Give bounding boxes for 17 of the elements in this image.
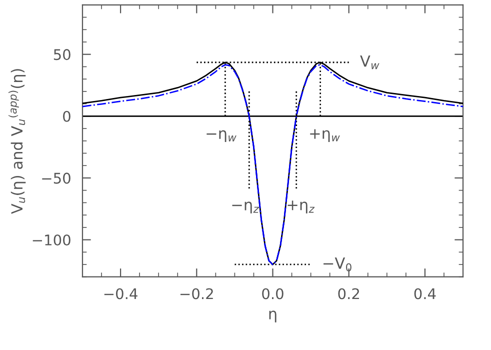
annotation: −V$_{0}$ <box>324 258 352 272</box>
y-axis-title: V$_{u}$(η) and V$_{u}$$^{(app)}$(η) <box>8 69 26 214</box>
annotation: +η$_{z}$ <box>288 200 315 214</box>
x-tick-label: −0.2 <box>180 288 213 300</box>
y-tick-label: −50 <box>42 172 70 184</box>
x-axis-title: η <box>269 310 276 322</box>
x-tick-label: 0.0 <box>262 288 284 300</box>
x-tick-label: −0.4 <box>104 288 138 300</box>
x-tick-label: 0.2 <box>338 288 359 300</box>
x-tick-label: 0.4 <box>414 288 436 300</box>
annotation: −η$_{z}$ <box>232 202 260 214</box>
annotation: V$_{w}$ <box>360 55 380 70</box>
y-tick-label: −100 <box>32 234 70 246</box>
annotation: +η$_{w}$ <box>310 129 340 142</box>
y-tick-label: 50 <box>54 49 70 60</box>
annotation: −η$_{w}$ <box>206 130 236 142</box>
y-tick-label: 0 <box>63 110 70 122</box>
